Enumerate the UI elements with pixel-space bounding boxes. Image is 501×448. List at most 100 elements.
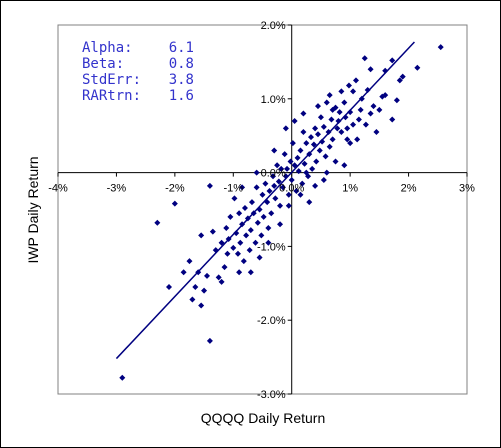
data-point (373, 129, 380, 136)
data-point (301, 160, 308, 167)
data-point (319, 138, 326, 145)
data-point (274, 162, 281, 169)
data-point (252, 239, 259, 246)
data-point (326, 92, 333, 99)
data-point (303, 140, 310, 147)
data-point (313, 158, 320, 165)
data-point (224, 250, 231, 257)
stat-value: 1.6 (169, 88, 194, 104)
data-point (265, 224, 272, 231)
data-point (370, 103, 377, 110)
stats-box: Alpha: 6.1 Beta: 0.8 StdErr: 3.8 RARtrn: 1.6 (82, 40, 194, 104)
data-point (279, 184, 286, 191)
data-point (282, 125, 289, 132)
data-point (306, 199, 313, 206)
data-point (247, 227, 254, 234)
stat-value: 3.8 (169, 72, 194, 88)
data-point (239, 184, 246, 191)
data-point (335, 117, 342, 124)
data-point (236, 210, 243, 217)
data-point (329, 106, 336, 113)
data-point (357, 106, 364, 113)
data-point (320, 176, 327, 183)
data-point (364, 86, 371, 93)
data-point (300, 110, 307, 117)
data-point (347, 140, 354, 147)
data-point (285, 202, 292, 209)
data-point (315, 103, 322, 110)
data-point (399, 73, 406, 80)
data-point (277, 202, 284, 209)
data-point (243, 232, 250, 239)
x-tick-label: 1% (342, 183, 358, 195)
data-point (209, 228, 216, 235)
data-point (272, 195, 279, 202)
data-point (166, 283, 173, 290)
regression-line (115, 41, 415, 360)
data-point (297, 191, 304, 198)
data-point (344, 125, 351, 132)
data-point (323, 99, 330, 106)
y-tick-label: -1.0% (257, 241, 286, 253)
data-point (223, 224, 230, 231)
regression-line-group (115, 41, 415, 360)
data-point (295, 168, 302, 175)
data-point (237, 239, 244, 246)
stat-label: Alpha: (82, 40, 133, 56)
data-point (241, 205, 248, 212)
data-point (198, 302, 205, 309)
data-point (354, 136, 361, 143)
data-point (323, 169, 330, 176)
data-point (227, 213, 234, 220)
data-point (320, 123, 327, 130)
data-point (312, 182, 319, 189)
data-point (389, 116, 396, 123)
data-point (230, 244, 237, 251)
data-point (215, 274, 222, 281)
tick-labels: -4% -3% -2% -1% 0.0% 1% 2% 3% -3.0% -2.0% -1.0% 0.0… (48, 20, 475, 401)
data-point (240, 258, 247, 265)
data-point (315, 131, 322, 138)
data-point (206, 182, 213, 189)
data-point (338, 129, 345, 136)
stat-value: 6.1 (169, 40, 194, 56)
data-point (284, 165, 291, 172)
data-point (221, 264, 228, 271)
data-point (256, 254, 263, 261)
x-tick-label: -4% (48, 183, 68, 195)
data-point (253, 169, 260, 176)
data-points (119, 44, 444, 381)
data-point (326, 143, 333, 150)
data-point (278, 165, 285, 172)
x-tick-label: -3% (107, 183, 127, 195)
data-point (198, 232, 205, 239)
data-point (259, 191, 266, 198)
data-point (317, 114, 324, 121)
data-point (329, 136, 336, 143)
data-point (189, 296, 196, 303)
data-point (362, 121, 369, 128)
data-point (309, 165, 316, 172)
y-tick-label: -3.0% (257, 389, 286, 401)
data-point (414, 64, 421, 71)
data-point (332, 158, 339, 165)
y-tick-label: 0.0% (261, 168, 286, 180)
data-point (334, 125, 341, 132)
data-point (300, 129, 307, 136)
data-point (389, 57, 396, 64)
data-point (192, 283, 199, 290)
data-point (376, 106, 383, 113)
data-point (322, 153, 329, 160)
data-point (341, 99, 348, 106)
y-tick-label: 2.0% (261, 20, 286, 32)
data-point (347, 109, 354, 116)
data-point (154, 219, 161, 226)
x-tick-label: 0.0% (279, 183, 304, 195)
data-point (367, 110, 374, 117)
data-point (288, 176, 295, 183)
data-point (281, 151, 288, 158)
data-point (206, 337, 213, 344)
data-point (328, 116, 335, 123)
stat-label: Beta: (82, 56, 124, 72)
